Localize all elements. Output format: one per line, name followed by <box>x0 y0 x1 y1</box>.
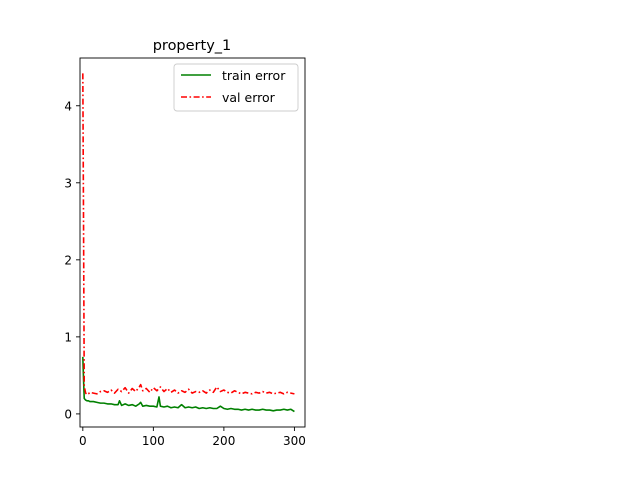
legend-label-train-error: train error <box>222 68 286 83</box>
y-tick-label: 4 <box>64 99 72 113</box>
x-tick-label: 300 <box>283 434 306 448</box>
x-tick-label: 100 <box>142 434 165 448</box>
y-tick-label: 3 <box>64 176 72 190</box>
x-axis: 0 100 200 300 <box>79 427 306 448</box>
y-axis: 0 1 2 3 4 <box>64 99 80 421</box>
plot-area <box>82 73 295 413</box>
y-tick-label: 0 <box>64 407 72 421</box>
y-tick-label: 1 <box>64 330 72 344</box>
y-tick-label: 2 <box>64 253 72 267</box>
chart-title: property_1 <box>153 38 232 54</box>
legend-label-val-error: val error <box>222 90 276 105</box>
axes-frame <box>79 57 306 428</box>
train-error-line <box>82 356 295 413</box>
legend: train error val error <box>173 63 299 112</box>
x-tick-label: 200 <box>212 434 235 448</box>
val-error-line <box>82 73 295 396</box>
x-tick-label: 0 <box>79 434 87 448</box>
